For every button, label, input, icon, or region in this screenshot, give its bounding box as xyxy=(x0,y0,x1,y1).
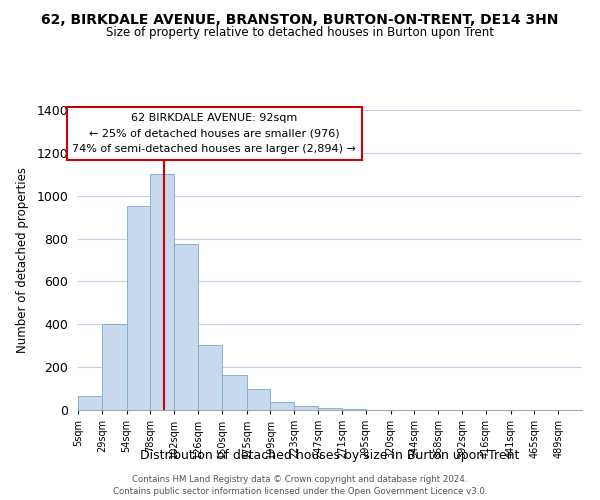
Text: Contains public sector information licensed under the Open Government Licence v3: Contains public sector information licen… xyxy=(113,486,487,496)
Text: 62, BIRKDALE AVENUE, BRANSTON, BURTON-ON-TRENT, DE14 3HN: 62, BIRKDALE AVENUE, BRANSTON, BURTON-ON… xyxy=(41,12,559,26)
Bar xyxy=(294,406,318,410)
Bar xyxy=(247,388,271,410)
Y-axis label: Number of detached properties: Number of detached properties xyxy=(16,167,29,353)
Bar xyxy=(318,408,342,410)
Bar xyxy=(174,244,198,410)
Text: Size of property relative to detached houses in Burton upon Trent: Size of property relative to detached ho… xyxy=(106,26,494,39)
Bar xyxy=(271,402,294,410)
Bar xyxy=(342,409,366,410)
Bar xyxy=(102,324,127,410)
Text: Contains HM Land Registry data © Crown copyright and database right 2024.: Contains HM Land Registry data © Crown c… xyxy=(132,474,468,484)
Text: 62 BIRKDALE AVENUE: 92sqm
← 25% of detached houses are smaller (976)
74% of semi: 62 BIRKDALE AVENUE: 92sqm ← 25% of detac… xyxy=(72,113,356,154)
Text: Distribution of detached houses by size in Burton upon Trent: Distribution of detached houses by size … xyxy=(140,448,520,462)
Bar xyxy=(222,374,247,410)
Bar xyxy=(127,206,151,410)
Bar xyxy=(78,396,102,410)
Bar xyxy=(198,344,222,410)
Bar xyxy=(151,174,174,410)
